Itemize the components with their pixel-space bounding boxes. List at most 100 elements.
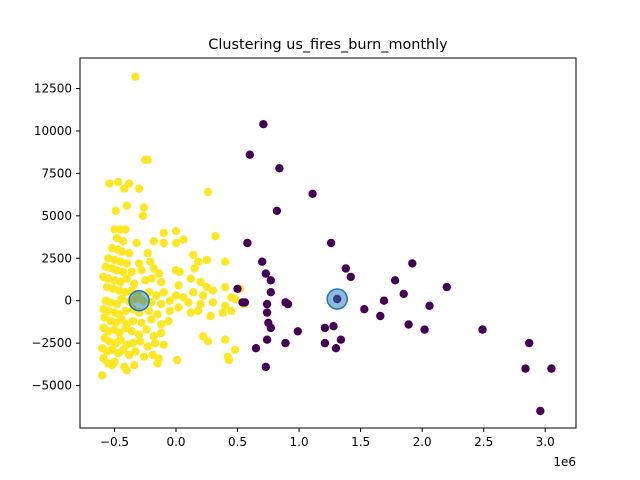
data-point — [127, 327, 136, 336]
data-point — [258, 257, 267, 266]
data-point — [144, 306, 154, 316]
data-point — [146, 257, 155, 266]
data-point — [198, 291, 208, 300]
data-point — [174, 303, 183, 312]
data-point — [149, 237, 158, 246]
data-point — [118, 267, 128, 277]
data-point — [130, 279, 139, 288]
data-point — [100, 313, 109, 322]
data-point — [221, 257, 230, 266]
data-point — [153, 310, 162, 319]
y-tick-label: 7500 — [41, 166, 72, 180]
data-point — [107, 345, 117, 355]
y-tick-label: −5000 — [31, 379, 72, 393]
x-tick-label: 1.5 — [351, 435, 370, 449]
cluster-centers-layer — [128, 288, 348, 312]
data-point — [202, 282, 211, 292]
data-point — [376, 311, 385, 321]
data-point — [139, 203, 149, 212]
data-point — [194, 257, 203, 266]
data-point — [425, 301, 434, 310]
data-point — [221, 335, 230, 344]
x-tick-label: 3.0 — [536, 435, 555, 449]
data-point — [121, 225, 130, 234]
data-point — [139, 352, 149, 361]
data-point — [143, 155, 152, 164]
data-point — [281, 338, 290, 348]
data-point — [116, 277, 125, 287]
y-tick-label: 10000 — [34, 124, 72, 138]
data-point — [275, 164, 284, 173]
data-point — [186, 308, 195, 317]
data-point — [121, 306, 130, 316]
data-point — [189, 288, 198, 297]
data-point — [137, 266, 146, 275]
data-point — [125, 249, 134, 258]
data-point — [107, 361, 117, 370]
x-tick-label: 1.0 — [290, 435, 309, 449]
data-point — [227, 306, 236, 316]
data-point — [525, 338, 534, 348]
data-point — [408, 259, 417, 268]
data-point — [121, 323, 130, 333]
data-point — [259, 120, 268, 129]
data-point — [203, 187, 213, 197]
data-point — [547, 364, 556, 373]
data-point — [189, 250, 198, 260]
data-point — [379, 296, 389, 305]
data-point — [233, 284, 242, 293]
data-point — [134, 259, 144, 268]
data-point — [159, 238, 168, 248]
data-point — [262, 335, 272, 344]
data-point — [329, 322, 338, 331]
data-point — [157, 277, 166, 287]
data-point — [221, 301, 230, 310]
data-point — [224, 355, 234, 365]
y-axis: −5000 −2500 0 2500 5000 7500 10000 12500 — [31, 82, 80, 393]
chart-title: Clustering us_fires_burn_monthly — [208, 37, 448, 53]
data-point — [261, 362, 270, 372]
data-point — [112, 233, 122, 243]
data-point — [122, 259, 131, 268]
data-point — [206, 311, 215, 321]
data-point — [521, 364, 530, 373]
data-point — [266, 288, 275, 297]
data-point — [118, 345, 128, 355]
data-point — [399, 289, 408, 299]
data-point — [420, 325, 429, 334]
data-point — [147, 274, 156, 283]
data-point — [179, 235, 188, 244]
x-tick-label: −0.5 — [100, 435, 129, 449]
data-point — [117, 294, 127, 304]
data-point — [203, 337, 213, 346]
data-point — [331, 344, 341, 353]
data-point — [196, 277, 205, 287]
y-tick-label: 5000 — [41, 209, 72, 223]
data-point — [478, 325, 487, 334]
data-point — [115, 328, 124, 338]
data-point — [171, 291, 181, 300]
x-tick-label: 2.0 — [413, 435, 432, 449]
data-point — [128, 316, 138, 326]
x-tick-label: 0.0 — [166, 435, 185, 449]
data-point — [245, 150, 254, 159]
data-point — [148, 350, 157, 360]
data-point — [266, 323, 275, 333]
cluster-center — [326, 288, 348, 310]
data-point — [164, 316, 173, 326]
data-point — [243, 238, 252, 248]
data-point — [165, 306, 174, 316]
data-point — [171, 238, 181, 248]
data-point — [149, 332, 158, 341]
data-point — [131, 347, 140, 356]
data-point — [98, 371, 107, 380]
data-point — [157, 320, 166, 329]
data-point — [128, 338, 138, 348]
data-point — [308, 189, 317, 198]
data-point — [165, 296, 174, 305]
data-point — [150, 338, 160, 348]
data-point — [153, 359, 162, 368]
data-point — [118, 237, 128, 246]
x-offset-label: 1e6 — [553, 455, 576, 469]
